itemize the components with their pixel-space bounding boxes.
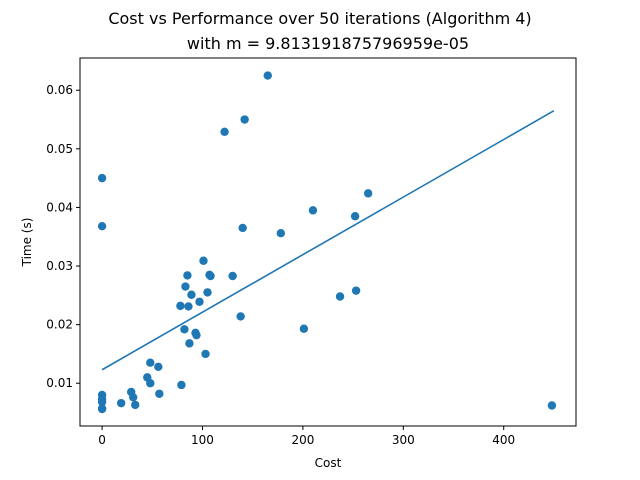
y-axis-label: Time (s): [20, 218, 34, 268]
chart-title: Cost vs Performance over 50 iterations (…: [108, 9, 531, 28]
data-point: [97, 173, 107, 183]
data-point: [240, 115, 249, 124]
data-point: [203, 288, 212, 297]
plot-area: [97, 71, 557, 414]
data-point: [351, 286, 361, 295]
data-point: [97, 221, 107, 231]
data-point: [263, 71, 272, 80]
data-point: [146, 379, 155, 388]
data-point: [177, 380, 186, 390]
data-point: [201, 349, 210, 359]
data-point: [129, 393, 138, 402]
data-point: [236, 312, 245, 321]
data-point: [299, 324, 309, 333]
data-point: [155, 389, 164, 398]
x-axis: 0 100 200 300 400: [98, 426, 515, 447]
y-tick-label: 0.03: [46, 259, 73, 273]
x-tick-label: 0: [98, 433, 106, 447]
data-point: [176, 301, 185, 311]
plot-frame: [79, 57, 577, 427]
data-point: [199, 256, 208, 265]
data-point: [238, 223, 247, 233]
chart-subtitle: with m = 9.813191875796959e-05: [187, 34, 469, 53]
data-point: [335, 292, 345, 301]
x-tick-label: 200: [291, 433, 314, 447]
data-point: [308, 206, 318, 215]
data-point: [154, 362, 163, 372]
data-point: [185, 339, 194, 348]
data-point: [131, 400, 140, 410]
data-point: [192, 330, 201, 340]
data-point: [184, 302, 193, 311]
x-tick-label: 400: [492, 433, 515, 447]
data-point: [116, 398, 126, 408]
data-point: [180, 325, 189, 334]
x-axis-label: Cost: [315, 456, 342, 470]
y-tick-label: 0.04: [46, 200, 73, 214]
x-tick-label: 100: [191, 433, 214, 447]
data-point: [97, 404, 107, 414]
data-point: [97, 397, 107, 407]
data-point: [181, 282, 190, 291]
y-tick-label: 0.02: [46, 318, 73, 332]
y-tick-label: 0.06: [46, 83, 73, 97]
data-point: [220, 127, 229, 137]
data-point: [187, 290, 196, 299]
data-point: [547, 401, 557, 410]
data-point: [276, 229, 286, 238]
data-point: [183, 271, 192, 280]
x-tick-label: 300: [392, 433, 415, 447]
data-point: [206, 271, 215, 281]
data-point: [363, 189, 373, 198]
y-tick-label: 0.05: [46, 142, 73, 156]
data-point: [195, 297, 204, 306]
data-point: [146, 358, 155, 367]
data-point: [350, 212, 360, 221]
y-axis: 0.01 0.02 0.03 0.04 0.05 0.06: [46, 83, 80, 390]
y-tick-label: 0.01: [46, 376, 73, 390]
fit-line: [101, 110, 555, 371]
data-point: [228, 271, 237, 281]
